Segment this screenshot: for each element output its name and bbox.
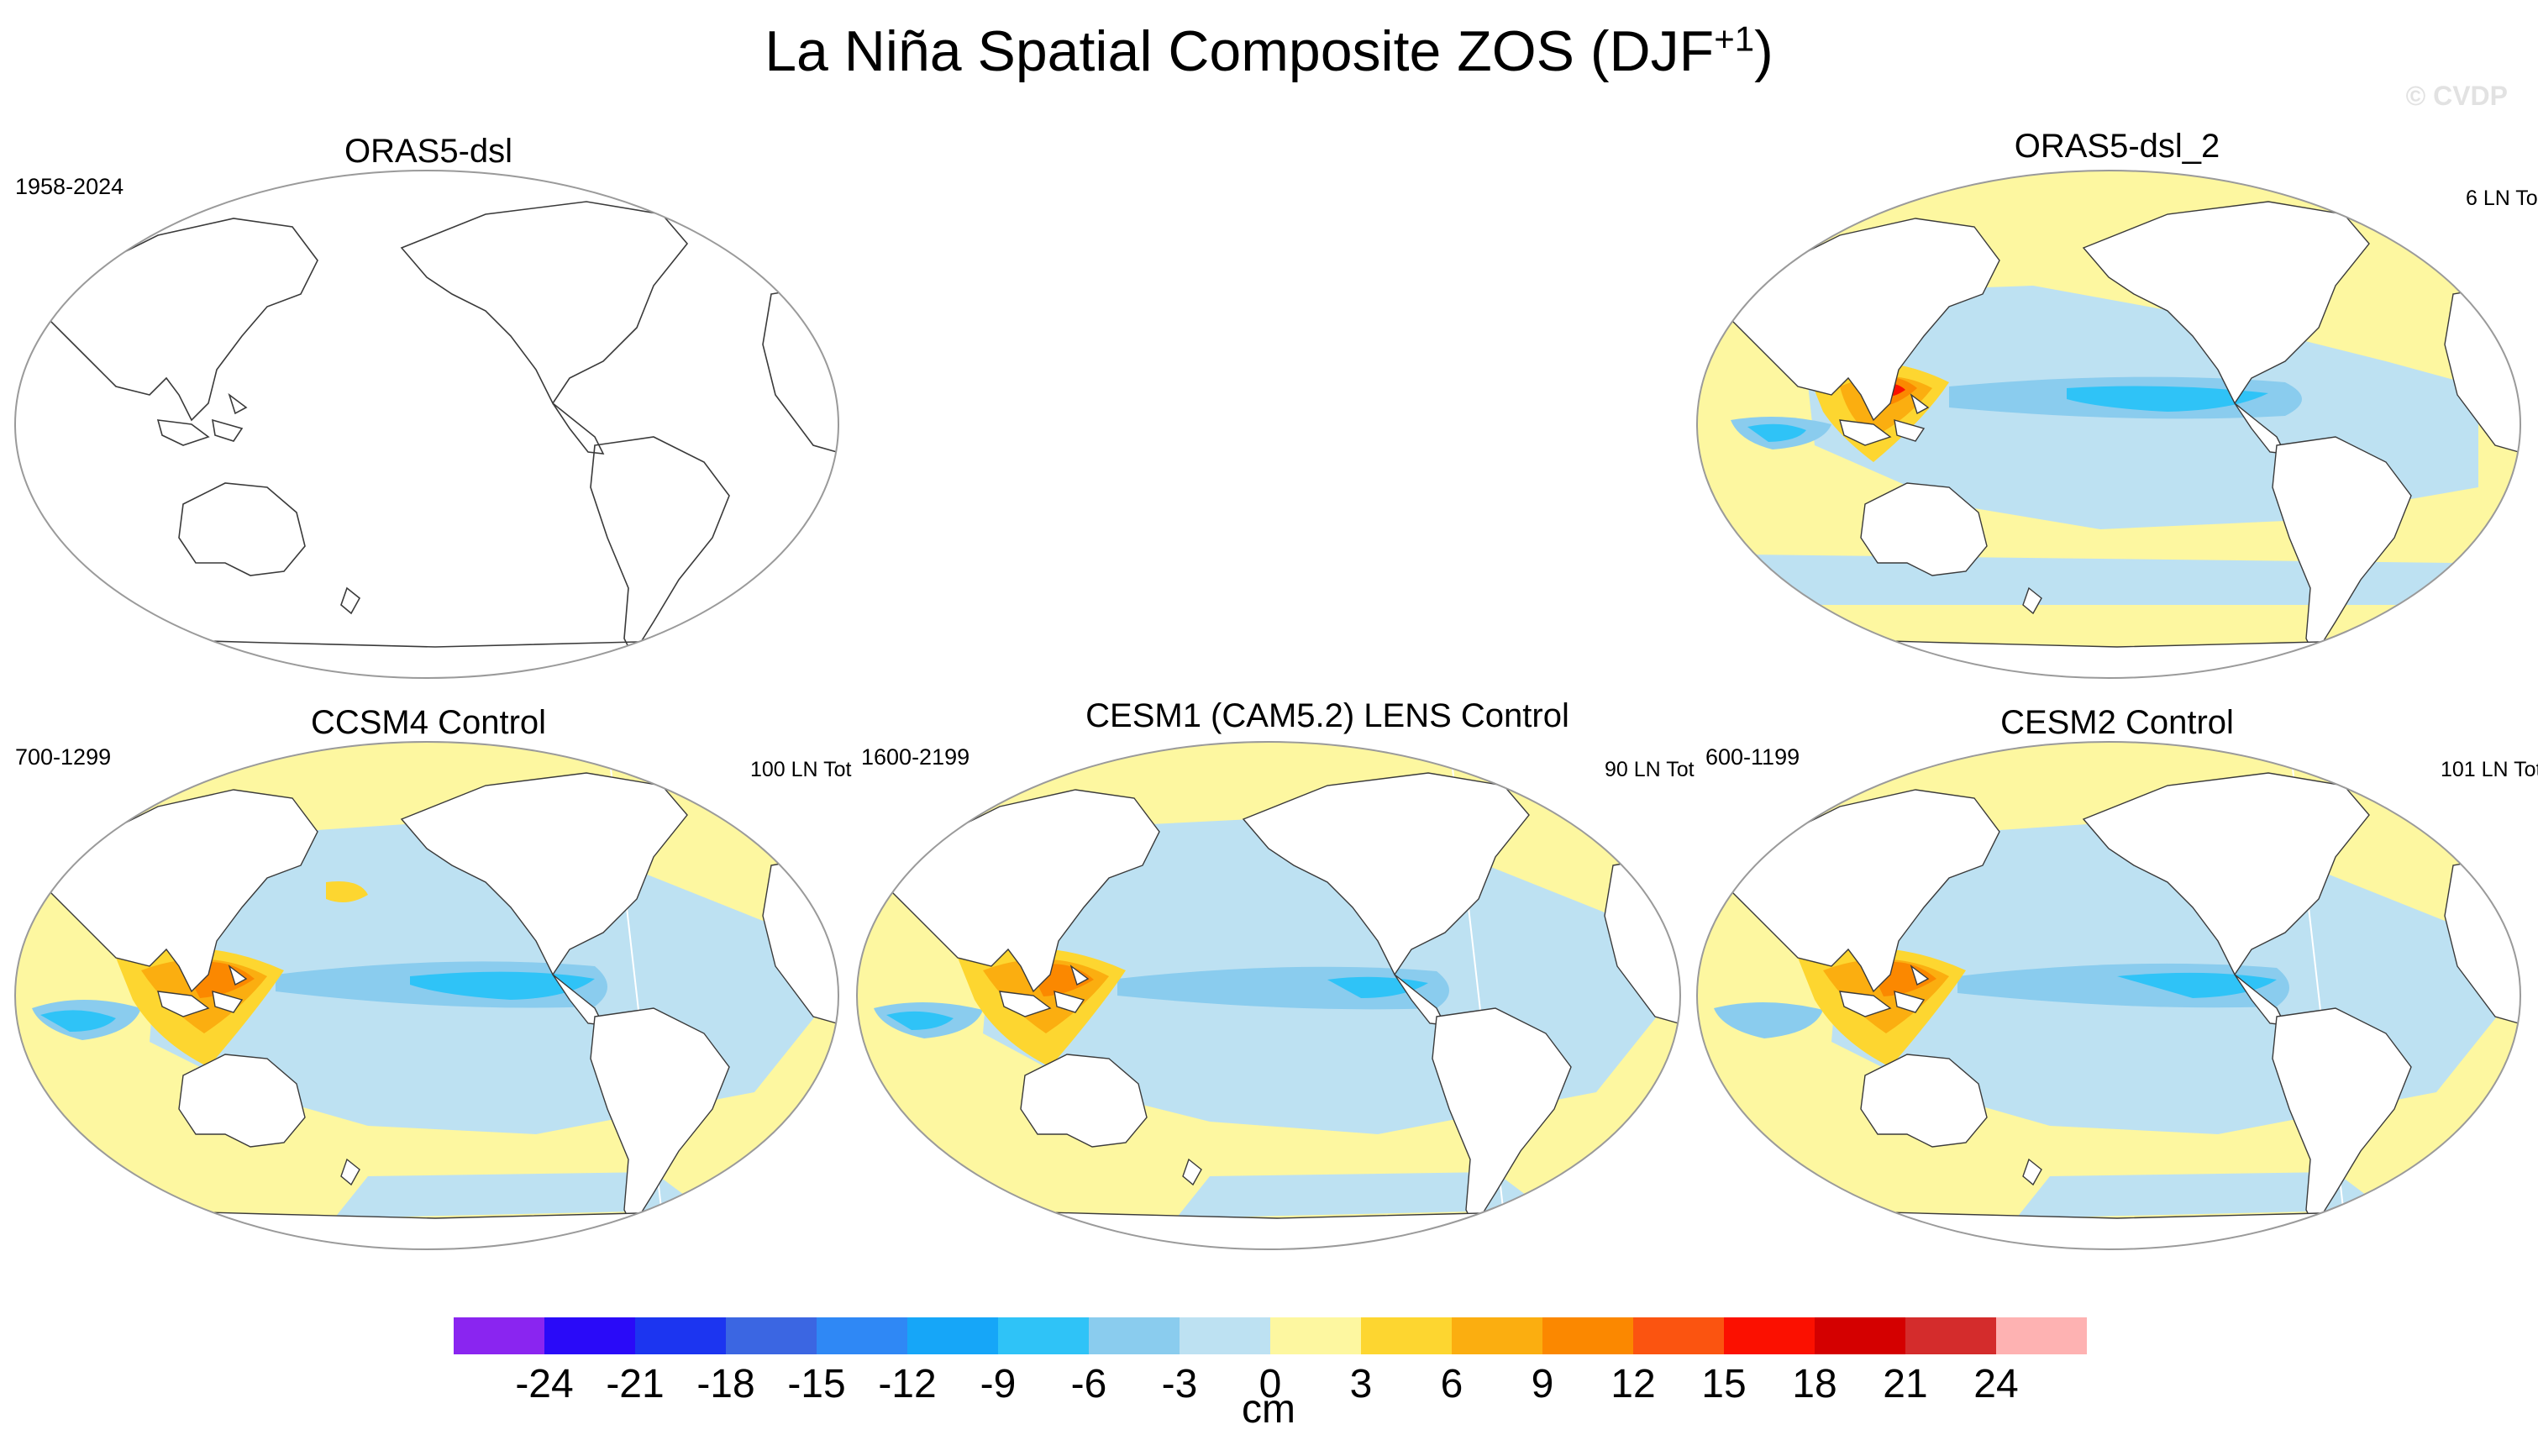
map-oras5-dsl [14, 170, 839, 679]
panel-title: ORAS5-dsl_2 [2014, 128, 2220, 165]
colorbar-tick-label: 24 [1973, 1362, 2019, 1406]
anomaly-region [1747, 423, 1806, 442]
colorbar-swatch: -21 to -18 [635, 1317, 726, 1354]
map-border [14, 741, 839, 1250]
colorbar-swatch: 12 to 15 [1633, 1317, 1724, 1354]
colorbar-swatch: -6 to -3 [1089, 1317, 1180, 1354]
panel-year-range: 1600-2199 [861, 744, 970, 770]
colorbar-tick-label: -18 [696, 1362, 755, 1406]
anomaly-region [2067, 386, 2268, 412]
map-cesm2-control [1696, 741, 2521, 1250]
colorbar-swatch: 6 to 9 [1452, 1317, 1542, 1354]
watermark: © CVDP [2405, 81, 2508, 111]
figure-title-main: La Niña Spatial Composite ZOS (DJF [765, 19, 1715, 83]
map-background [15, 171, 838, 678]
figure-title-superscript: +1 [1714, 18, 1755, 59]
colorbar-swatch: -9 to -6 [998, 1317, 1089, 1354]
colorbar-tick-label: -12 [878, 1362, 937, 1406]
colorbar-tick-label: -3 [1161, 1362, 1198, 1406]
anomaly-region [1176, 1172, 1546, 1218]
panel-title: CESM1 (CAM5.2) LENS Control [1085, 697, 1569, 734]
colorbar-swatch: 21 to 24 [1905, 1317, 1996, 1354]
panel-title: ORAS5-dsl [344, 133, 513, 170]
anomaly-region [40, 1010, 116, 1032]
colorbar-tick-label: 12 [1611, 1362, 1656, 1406]
anomaly-region [326, 881, 368, 902]
colorbar-tick-label: -9 [980, 1362, 1017, 1406]
colorbar-swatch: >24 [1996, 1317, 2087, 1354]
colorbar-tick-label: 18 [1792, 1362, 1837, 1406]
anomaly-region [2117, 972, 2277, 998]
anomaly-region [410, 971, 595, 1000]
panel-title: CESM2 Control [2000, 704, 2234, 741]
colorbar-tick-label: 21 [1883, 1362, 1928, 1406]
colorbar-swatch: -24 to -21 [544, 1317, 635, 1354]
colorbar-tick-label: -6 [1070, 1362, 1107, 1406]
figure-title-close: ) [1754, 19, 1773, 83]
colorbar-swatch: -3 to 0 [1180, 1317, 1270, 1354]
colorbar-tick-label: -15 [787, 1362, 846, 1406]
colorbar-tick-label: 6 [1440, 1362, 1463, 1406]
map-ccsm4-control [14, 741, 839, 1250]
panel-year-range: 700-1299 [15, 744, 112, 770]
colorbar-swatch: -15 to -12 [817, 1317, 907, 1354]
map-cesm1-lens-control [856, 741, 1681, 1250]
colorbar-swatch: -12 to -9 [907, 1317, 998, 1354]
anomaly-region [334, 1172, 704, 1218]
panel-event-count: 101 LN Tot [2441, 758, 2538, 781]
colorbar-swatch: 15 to 18 [1724, 1317, 1815, 1354]
panel-event-count: 90 LN Tot [1605, 758, 1695, 781]
panel-year-range: 600-1199 [1705, 744, 1800, 770]
panel-title: CCSM4 Control [310, 704, 547, 741]
map-border [856, 741, 1681, 1250]
colorbar-tick-label: -21 [606, 1362, 665, 1406]
colorbar-tick-label: 9 [1531, 1362, 1554, 1406]
anomaly-region [2016, 1172, 2386, 1218]
colorbar-tick-label: 15 [1701, 1362, 1747, 1406]
map-border [1696, 741, 2521, 1250]
colorbar-swatch: 9 to 12 [1542, 1317, 1633, 1354]
map-border [14, 170, 839, 679]
colorbar-tick-label: 3 [1349, 1362, 1373, 1406]
map-border [1696, 170, 2521, 679]
anomaly-region [1714, 1001, 1823, 1038]
colorbar-unit: cm [1242, 1387, 1295, 1432]
panel-event-count: 100 LN Tot [750, 758, 852, 781]
panel-event-count: 6 LN To [2466, 187, 2538, 210]
colorbar-swatch: 18 to 21 [1815, 1317, 1905, 1354]
colorbar-swatch: 3 to 6 [1361, 1317, 1452, 1354]
anomaly-region [886, 1011, 954, 1030]
colorbar-swatch: -18 to -15 [726, 1317, 817, 1354]
colorbar-tick-label: 0 [1258, 1362, 1282, 1406]
colorbar-swatch: <-24 [454, 1317, 544, 1354]
colorbar-tick-label: -24 [515, 1362, 574, 1406]
map-oras5-dsl-2 [1696, 170, 2521, 679]
panel-year-range: 1958-2024 [15, 174, 124, 199]
colorbar-swatch: 0 to 3 [1270, 1317, 1361, 1354]
figure-title: La Niña Spatial Composite ZOS (DJF+1) [0, 18, 2538, 84]
